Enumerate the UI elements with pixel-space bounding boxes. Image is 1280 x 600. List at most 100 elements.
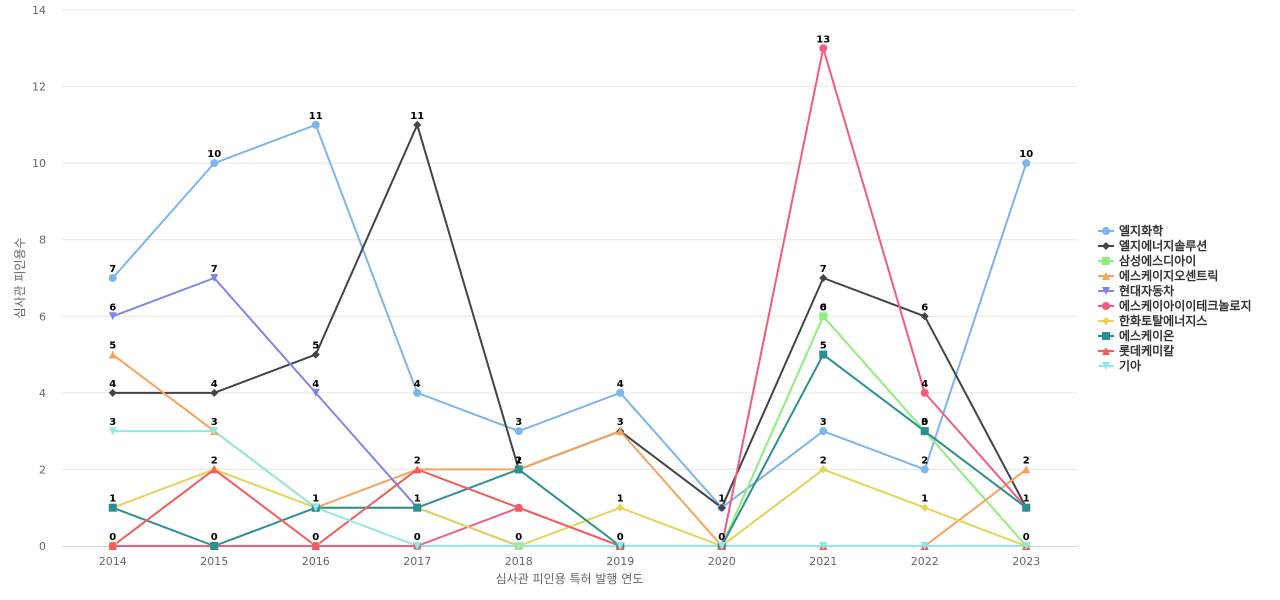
y-tick-label: 0: [39, 540, 46, 553]
y-tick-label: 6: [39, 310, 46, 323]
data-label: 4: [414, 379, 421, 390]
legend-marker: [1102, 332, 1110, 340]
data-point: [413, 388, 422, 397]
legend-item: 한화토탈에너지스: [1098, 313, 1207, 328]
data-point: [1022, 159, 1031, 168]
data-point: [920, 388, 929, 397]
data-point: [210, 159, 219, 168]
x-tick-label: 2020: [708, 555, 736, 568]
data-label: 0: [921, 417, 928, 428]
data-point: [616, 388, 625, 397]
legend-item: 에스케이지오센트릭: [1098, 268, 1218, 283]
data-label: 2: [515, 455, 522, 466]
x-tick-label: 2021: [809, 555, 837, 568]
legend-item: 기아: [1098, 358, 1141, 373]
data-point: [616, 503, 625, 512]
data-point: [819, 312, 828, 321]
data-point: [311, 350, 320, 359]
series-line-8: [111, 353, 1028, 547]
data-point: [108, 388, 117, 397]
data-label: 10: [207, 149, 221, 160]
data-point: [920, 312, 929, 321]
x-axis-ticks: 2014 2015 2016 2017 2018 2019 2020 2021 2022 2023: [99, 555, 1041, 568]
series-line-10: [111, 430, 1028, 547]
data-point: [108, 312, 117, 321]
legend-label: 엘지에너지솔루션: [1119, 238, 1207, 253]
data-label: 13: [816, 34, 830, 45]
data-point: [819, 542, 828, 550]
data-label: 3: [109, 417, 116, 428]
data-label: 2: [820, 455, 827, 466]
data-label: 1: [414, 494, 421, 505]
legend-label: 엘지화학: [1119, 223, 1163, 238]
data-label: 5: [312, 341, 319, 352]
data-label: 4: [211, 379, 218, 390]
legend-label: 에스케이아이이테크놀로지: [1119, 298, 1251, 313]
data-label: 1: [1023, 494, 1030, 505]
data-point: [108, 503, 117, 512]
data-point: [1022, 542, 1031, 550]
series-markers: [108, 44, 1031, 550]
y-axis-title: 심사관 피인용수: [13, 237, 27, 318]
y-tick-label: 10: [32, 157, 46, 170]
data-label: 1: [718, 494, 725, 505]
data-label: 0: [617, 532, 624, 543]
x-axis-title: 심사관 피인용 특허 발행 연도: [496, 571, 644, 586]
series-line-4: [111, 353, 1028, 547]
data-label: 3: [211, 417, 218, 428]
data-label: 4: [921, 379, 928, 390]
data-point: [514, 503, 523, 512]
data-point: [210, 388, 219, 397]
data-label: 1: [109, 494, 116, 505]
legend-marker: [1102, 347, 1110, 355]
data-point: [413, 542, 422, 550]
y-tick-label: 8: [39, 234, 46, 247]
x-tick-label: 2019: [606, 555, 634, 568]
data-label: 3: [515, 417, 522, 428]
data-point: [108, 274, 117, 282]
legend-marker: [1102, 272, 1110, 280]
data-label: 0: [109, 532, 116, 543]
data-label: 0: [414, 532, 421, 543]
data-point: [920, 465, 929, 474]
legend-marker: [1102, 302, 1110, 310]
data-point: [108, 427, 117, 436]
y-tick-label: 14: [32, 4, 46, 17]
legend-label: 에스케이지오센트릭: [1119, 268, 1218, 283]
data-label: 0: [1023, 532, 1030, 543]
legend-label: 한화토탈에너지스: [1119, 313, 1207, 328]
data-point: [108, 542, 117, 550]
data-point: [717, 542, 726, 550]
legend-marker: [1102, 257, 1110, 265]
data-point: [920, 503, 929, 512]
data-point: [514, 465, 523, 474]
data-point: [616, 427, 625, 436]
data-point: [311, 503, 320, 512]
legend-marker: [1102, 227, 1110, 235]
data-label: 0: [211, 532, 218, 543]
data-label: 1: [312, 494, 319, 505]
series-line-6: [111, 47, 1028, 547]
series-lines: [111, 47, 1028, 547]
x-tick-label: 2018: [505, 555, 533, 568]
legend-marker: [1102, 242, 1110, 250]
data-label: 5: [109, 341, 116, 352]
legend-label: 현대자동차: [1119, 283, 1174, 298]
legend-item: 현대자동차: [1098, 283, 1174, 298]
data-label: 0: [515, 532, 522, 543]
data-label: 11: [309, 111, 323, 122]
data-label: 2: [1023, 455, 1030, 466]
legend-item: 삼성에스디아이: [1098, 253, 1196, 268]
data-point: [210, 542, 219, 550]
x-tick-label: 2017: [403, 555, 431, 568]
data-point: [311, 120, 320, 129]
data-point: [717, 503, 726, 512]
data-point: [1022, 503, 1031, 512]
data-point: [819, 350, 828, 359]
data-label: 1: [515, 455, 522, 466]
data-point: [1022, 465, 1031, 474]
data-point: [819, 274, 828, 282]
legend-label: 에스케이온: [1119, 328, 1174, 343]
legend-marker: [1102, 317, 1110, 325]
